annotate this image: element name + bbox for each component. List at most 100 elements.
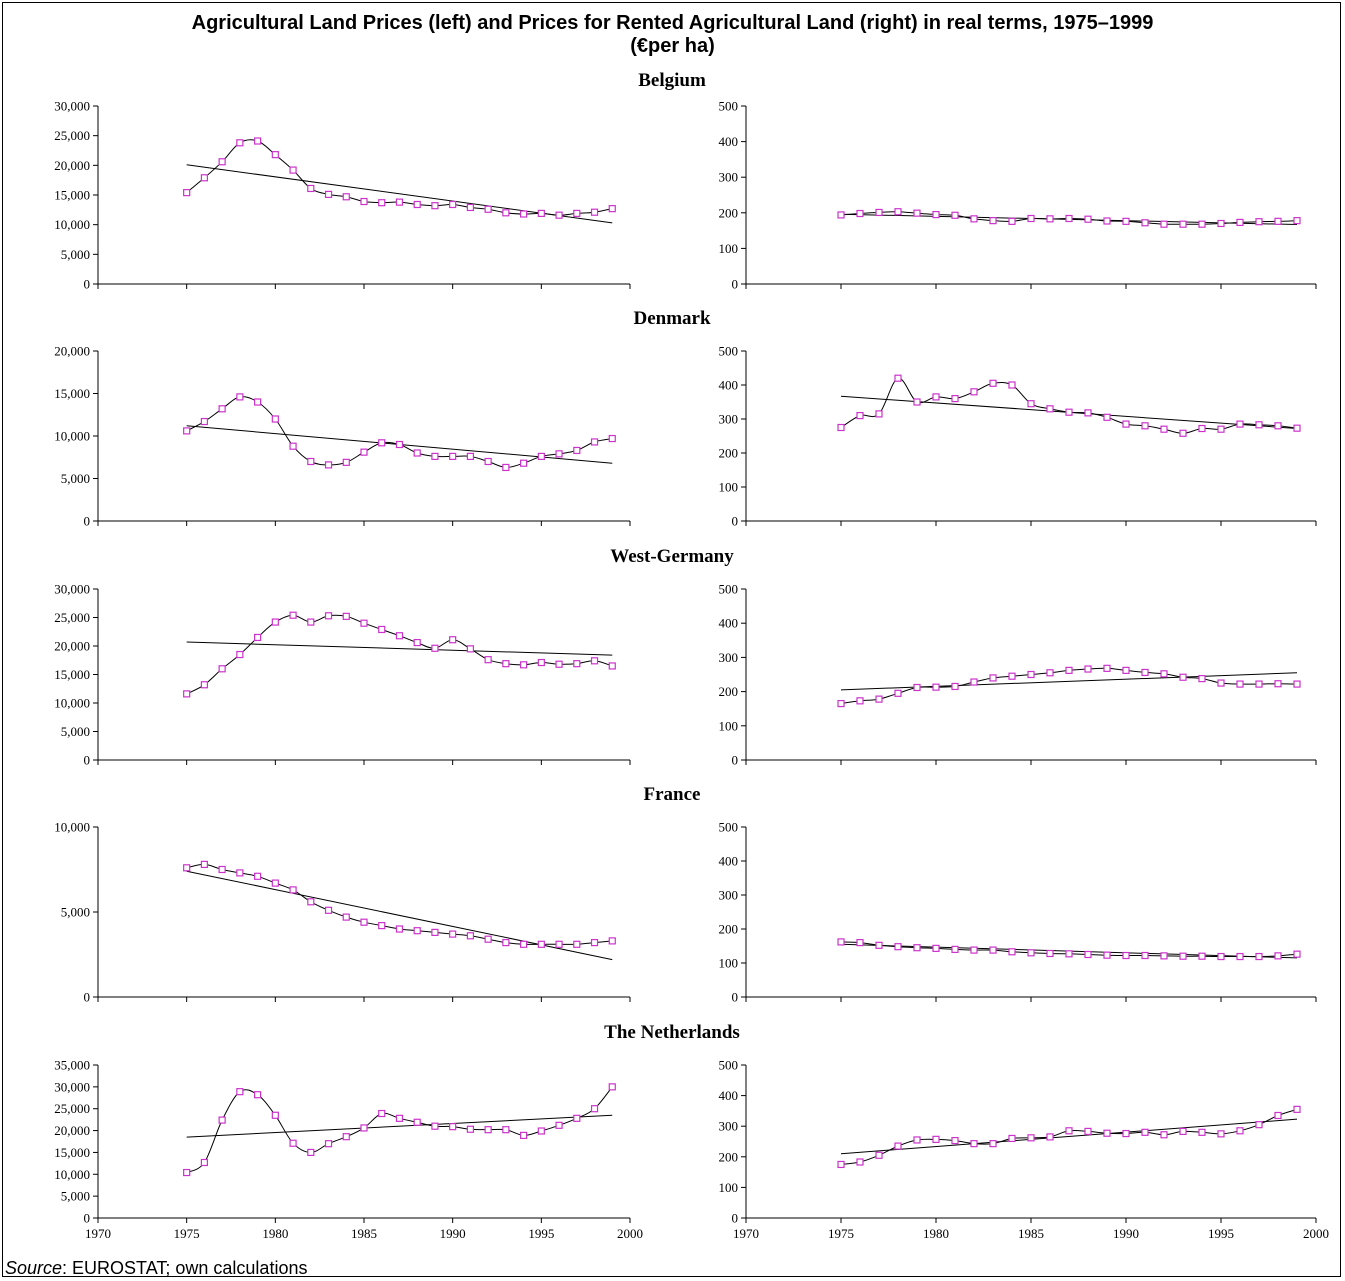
data-point-west-germany-right-1998 bbox=[1274, 680, 1282, 688]
y-tick-label-the-netherlands-left: 30,000 bbox=[54, 1079, 90, 1094]
x-tick-label-the-netherlands-left: 1990 bbox=[440, 1226, 466, 1241]
data-point-west-germany-left-1982 bbox=[307, 618, 315, 626]
data-point-the-netherlands-right-1984 bbox=[1008, 1134, 1016, 1143]
data-point-west-germany-right-1976 bbox=[856, 697, 864, 705]
y-tick-label-belgium-right: 0 bbox=[732, 277, 739, 292]
data-point-the-netherlands-right-1994 bbox=[1198, 1128, 1206, 1136]
data-point-denmark-right-1994 bbox=[1198, 424, 1206, 433]
data-point-france-right-1986 bbox=[1046, 949, 1054, 958]
y-tick-label-west-germany-left: 10,000 bbox=[54, 696, 90, 711]
data-point-denmark-right-1979 bbox=[913, 398, 921, 406]
country-title-west-germany: West-Germany bbox=[610, 546, 734, 567]
data-point-the-netherlands-left-1982 bbox=[307, 1148, 315, 1157]
x-tick-label-the-netherlands-left: 1975 bbox=[174, 1226, 200, 1241]
y-tick-label-west-germany-left: 15,000 bbox=[54, 667, 90, 682]
data-point-west-germany-left-1980 bbox=[271, 618, 279, 626]
data-point-the-netherlands-right-1991 bbox=[1141, 1128, 1149, 1136]
data-point-the-netherlands-left-1995 bbox=[537, 1127, 545, 1135]
data-point-west-germany-left-1998 bbox=[590, 657, 599, 665]
y-tick-label-the-netherlands-right: 500 bbox=[719, 1058, 739, 1073]
data-point-west-germany-right-1986 bbox=[1046, 669, 1054, 677]
y-tick-label-belgium-left: 25,000 bbox=[54, 128, 90, 143]
data-point-denmark-right-1978 bbox=[894, 374, 902, 382]
data-point-france-left-1978 bbox=[236, 869, 244, 877]
data-point-west-germany-right-1980 bbox=[932, 683, 940, 691]
data-point-belgium-left-1995 bbox=[537, 209, 545, 217]
country-title-the-netherlands: The Netherlands bbox=[604, 1022, 740, 1043]
y-tick-label-denmark-right: 400 bbox=[719, 378, 739, 393]
country-title-belgium: Belgium bbox=[638, 70, 706, 91]
data-point-west-germany-right-1985 bbox=[1027, 670, 1035, 679]
data-point-denmark-left-1978 bbox=[236, 393, 244, 401]
data-point-west-germany-left-1984 bbox=[342, 612, 350, 620]
data-point-france-left-1991 bbox=[466, 932, 474, 940]
data-point-france-left-1980 bbox=[271, 879, 279, 887]
y-tick-label-belgium-right: 500 bbox=[719, 99, 739, 114]
data-point-the-netherlands-right-1980 bbox=[932, 1135, 940, 1143]
data-point-france-left-1976 bbox=[200, 860, 208, 869]
data-point-denmark-right-1985 bbox=[1027, 400, 1035, 408]
data-point-west-germany-left-1978 bbox=[236, 650, 244, 659]
data-point-france-left-1989 bbox=[431, 928, 439, 937]
data-point-belgium-left-1988 bbox=[413, 200, 421, 209]
data-point-france-right-1993 bbox=[1179, 952, 1187, 960]
data-point-denmark-left-1977 bbox=[218, 405, 226, 413]
y-tick-label-the-netherlands-left: 25,000 bbox=[54, 1101, 90, 1116]
data-point-denmark-right-1997 bbox=[1255, 421, 1263, 429]
y-tick-label-denmark-right: 500 bbox=[719, 344, 739, 359]
source-label: Source bbox=[5, 1258, 63, 1278]
data-point-west-germany-right-1982 bbox=[970, 678, 978, 686]
data-point-belgium-left-1997 bbox=[573, 209, 581, 217]
data-point-denmark-right-1982 bbox=[970, 388, 978, 396]
y-tick-label-the-netherlands-left: 0 bbox=[84, 1211, 91, 1226]
data-point-west-germany-right-1995 bbox=[1217, 679, 1225, 687]
data-point-belgium-right-1993 bbox=[1179, 220, 1187, 228]
data-point-belgium-left-1989 bbox=[431, 202, 439, 210]
data-point-france-left-1975 bbox=[183, 864, 191, 872]
data-point-belgium-right-1984 bbox=[1008, 217, 1016, 225]
data-point-west-germany-right-1978 bbox=[894, 689, 902, 697]
data-point-belgium-left-1998 bbox=[590, 208, 599, 216]
data-point-denmark-left-1988 bbox=[413, 449, 421, 457]
data-point-the-netherlands-left-1975 bbox=[183, 1168, 191, 1177]
data-point-west-germany-right-1981 bbox=[951, 682, 959, 691]
data-point-the-netherlands-right-1996 bbox=[1236, 1127, 1244, 1135]
data-point-west-germany-right-1988 bbox=[1084, 665, 1092, 673]
data-point-belgium-right-1985 bbox=[1027, 214, 1035, 223]
y-tick-label-denmark-left: 15,000 bbox=[54, 386, 90, 401]
data-point-the-netherlands-right-1998 bbox=[1274, 1111, 1282, 1120]
data-point-denmark-left-1995 bbox=[537, 452, 545, 460]
y-tick-label-france-left: 5,000 bbox=[61, 905, 90, 920]
y-tick-label-west-germany-left: 20,000 bbox=[54, 639, 90, 654]
y-tick-label-france-right: 500 bbox=[719, 820, 739, 835]
chart-title-line2: (€per ha) bbox=[630, 35, 715, 57]
data-point-france-right-1985 bbox=[1027, 949, 1035, 957]
data-point-belgium-left-1992 bbox=[484, 205, 492, 213]
country-title-france: France bbox=[644, 784, 701, 805]
data-point-france-left-1999 bbox=[608, 937, 616, 945]
data-point-belgium-left-1976 bbox=[200, 174, 208, 182]
y-tick-label-france-right: 0 bbox=[732, 990, 739, 1005]
x-tick-label-the-netherlands-left: 1985 bbox=[351, 1226, 377, 1241]
data-point-denmark-left-1999 bbox=[608, 434, 616, 443]
y-tick-label-france-right: 400 bbox=[719, 854, 739, 869]
y-tick-label-france-right: 200 bbox=[719, 922, 739, 937]
data-point-belgium-left-1980 bbox=[271, 151, 279, 159]
data-point-france-right-1984 bbox=[1008, 948, 1016, 956]
data-point-denmark-left-1984 bbox=[342, 458, 350, 466]
data-point-west-germany-left-1995 bbox=[537, 658, 545, 667]
data-point-france-right-1975 bbox=[837, 938, 845, 946]
y-tick-label-west-germany-left: 5,000 bbox=[61, 724, 90, 739]
data-point-west-germany-left-1996 bbox=[555, 660, 563, 668]
y-tick-label-west-germany-right: 300 bbox=[719, 650, 739, 665]
y-tick-label-the-netherlands-right: 200 bbox=[719, 1149, 739, 1164]
data-point-france-left-1997 bbox=[573, 940, 581, 948]
y-tick-label-belgium-right: 100 bbox=[719, 241, 739, 256]
data-point-france-left-1986 bbox=[378, 921, 386, 930]
x-tick-label-the-netherlands-right: 1980 bbox=[923, 1226, 949, 1241]
data-point-france-right-1977 bbox=[875, 941, 883, 949]
data-point-france-right-1981 bbox=[951, 945, 959, 954]
data-point-the-netherlands-right-1976 bbox=[856, 1158, 864, 1166]
data-point-west-germany-right-1979 bbox=[913, 683, 921, 692]
y-tick-label-denmark-left: 10,000 bbox=[54, 429, 90, 444]
